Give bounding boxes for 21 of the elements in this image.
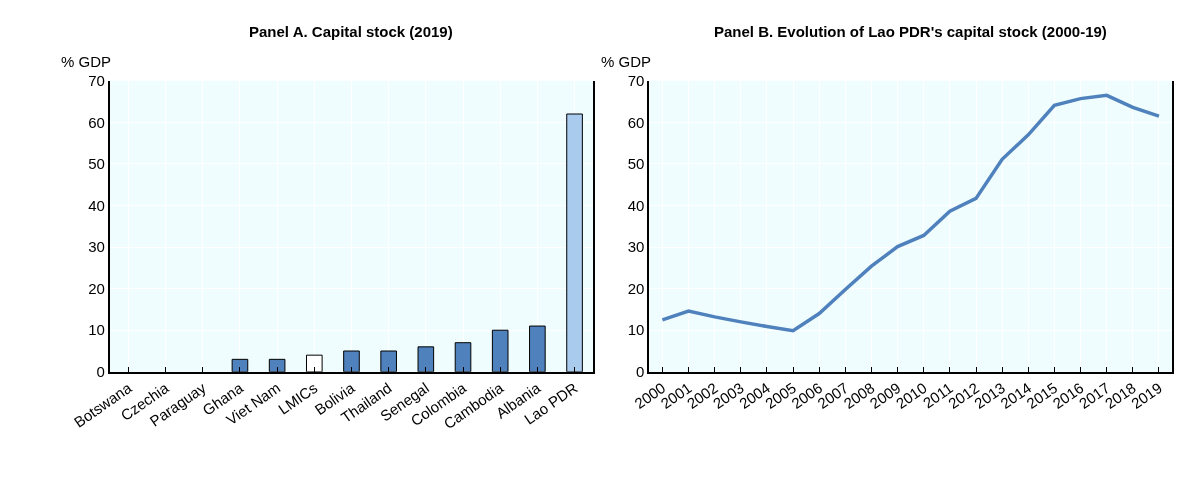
y-tick-label: 40 [627,196,645,214]
y-tick-label: 20 [627,279,645,297]
y-tick-label: 30 [627,238,645,256]
y-tick-label: 50 [88,155,105,173]
chart-title: Panel B. Evolution of Lao PDR's capital stock (2000-19) [714,23,1107,40]
y-tick-label: 60 [88,113,105,131]
y-tick-label: 0 [96,363,105,381]
y-axis-title: % GDP [601,53,652,70]
y-tick-label: 60 [627,113,645,131]
y-tick-label: 10 [627,321,645,339]
y-axis-title: % GDP [61,53,112,70]
y-tick-label: 10 [88,321,105,339]
y-tick-label: 50 [627,155,645,173]
y-tick-label: 70 [627,71,645,89]
chart-title: Panel A. Capital stock (2019) [249,23,453,40]
y-tick-label: 40 [88,196,105,214]
y-tick-label: 70 [88,71,105,89]
y-tick-label: 0 [636,363,645,381]
y-tick-label: 20 [88,279,105,297]
line-series [660,93,1161,333]
y-tick-label: 30 [88,238,105,256]
